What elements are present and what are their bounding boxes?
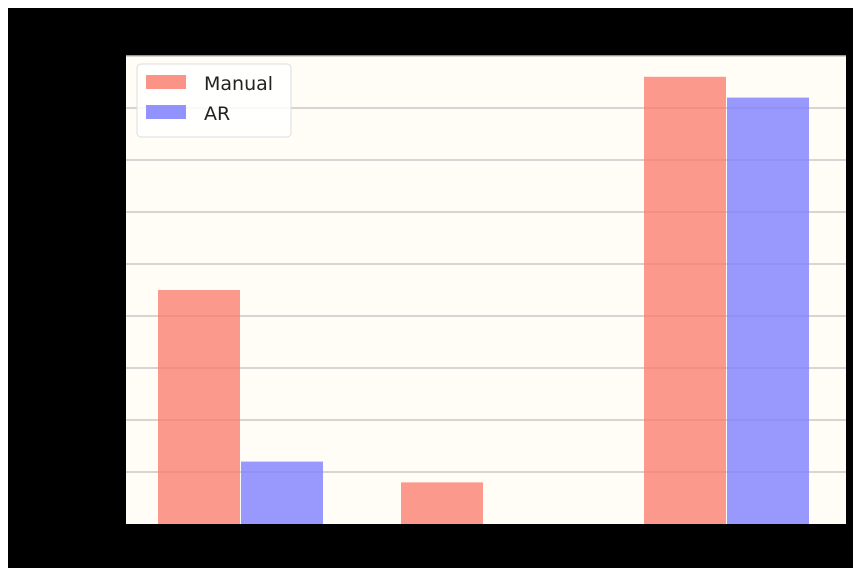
chart-figure: Manual AR xyxy=(8,8,853,568)
bar-ar-0 xyxy=(241,461,323,524)
legend-label-manual: Manual xyxy=(204,73,273,95)
bar-chart: Manual AR xyxy=(126,55,846,525)
bars xyxy=(158,76,809,525)
bar-manual-2 xyxy=(644,76,726,525)
bar-manual-1 xyxy=(401,482,483,524)
legend-swatch-manual xyxy=(146,75,186,89)
legend: Manual AR xyxy=(136,63,292,138)
legend-swatch-ar xyxy=(146,105,186,119)
bar-manual-0 xyxy=(158,290,240,524)
legend-label-ar: AR xyxy=(204,103,230,125)
bar-ar-2 xyxy=(727,97,809,524)
